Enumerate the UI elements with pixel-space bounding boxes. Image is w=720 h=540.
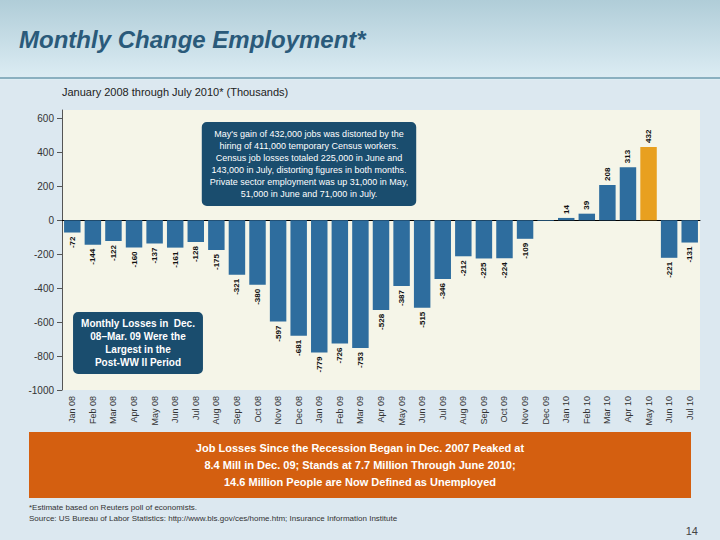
svg-text:432: 432 — [644, 129, 653, 143]
svg-text:Apr 08: Apr 08 — [129, 396, 139, 423]
svg-text:-224: -224 — [500, 262, 509, 279]
svg-text:Feb 09: Feb 09 — [335, 396, 345, 424]
svg-text:Aug 08: Aug 08 — [211, 396, 221, 425]
svg-text:-72: -72 — [68, 236, 77, 248]
svg-text:Census job losses totaled 225,: Census job losses totaled 225,000 in Jun… — [216, 153, 403, 163]
svg-text:Sep 08: Sep 08 — [232, 396, 242, 425]
svg-text:-144: -144 — [88, 248, 97, 265]
svg-text:14.6 Million People are Now De: 14.6 Million People are Now Defined as U… — [224, 476, 496, 488]
svg-text:Mar 08: Mar 08 — [108, 396, 118, 424]
svg-text:-212: -212 — [459, 260, 468, 277]
svg-text:600: 600 — [37, 113, 54, 124]
svg-text:Jan 08: Jan 08 — [67, 396, 77, 423]
svg-text:May 08: May 08 — [150, 396, 160, 426]
svg-text:Dec 09: Dec 09 — [541, 396, 551, 425]
svg-text:May 10: May 10 — [644, 396, 654, 426]
svg-text:39: 39 — [582, 200, 591, 209]
svg-text:-800: -800 — [34, 351, 54, 362]
svg-text:-753: -753 — [356, 352, 365, 369]
svg-text:Aug 09: Aug 09 — [458, 396, 468, 425]
svg-text:-380: -380 — [253, 288, 262, 305]
svg-text:400: 400 — [37, 147, 54, 158]
svg-text:*Estimate based on Reuters pol: *Estimate based on Reuters poll of econo… — [29, 503, 197, 512]
svg-text:Oct 09: Oct 09 — [499, 396, 509, 423]
svg-text:-175: -175 — [212, 253, 221, 270]
svg-text:14: 14 — [686, 525, 698, 537]
svg-text:313: 313 — [623, 149, 632, 163]
svg-text:-109: -109 — [521, 242, 530, 259]
svg-text:Jun 08: Jun 08 — [170, 396, 180, 423]
svg-text:Mar 10: Mar 10 — [602, 396, 612, 424]
svg-text:-137: -137 — [150, 247, 159, 264]
svg-text:Jul 08: Jul 08 — [191, 396, 201, 420]
svg-text:Private sector employment was: Private sector employment was up 31,000 … — [210, 177, 408, 187]
svg-text:Source: US Bureau of Labor Sta: Source: US Bureau of Labor Statistics: h… — [29, 514, 398, 523]
svg-text:-161: -161 — [171, 251, 180, 268]
svg-text:-600: -600 — [34, 317, 54, 328]
svg-text:-681: -681 — [294, 339, 303, 356]
svg-text:Sep 09: Sep 09 — [479, 396, 489, 425]
svg-text:-726: -726 — [335, 347, 344, 364]
svg-text:-225: -225 — [479, 262, 488, 279]
svg-text:-515: -515 — [418, 311, 427, 328]
svg-text:0: 0 — [48, 215, 54, 226]
svg-text:Nov 08: Nov 08 — [273, 396, 283, 425]
svg-text:-200: -200 — [34, 249, 54, 260]
svg-text:-160: -160 — [130, 251, 139, 268]
svg-text:-779: -779 — [315, 356, 324, 373]
svg-text:Oct 08: Oct 08 — [253, 396, 263, 423]
svg-text:08–Mar. 09 Were the: 08–Mar. 09 Were the — [90, 331, 186, 342]
svg-text:-321: -321 — [232, 278, 241, 295]
svg-text:Mar 09: Mar 09 — [355, 396, 365, 424]
svg-text:Nov 09: Nov 09 — [520, 396, 530, 425]
svg-text:-128: -128 — [191, 245, 200, 262]
svg-text:-221: -221 — [665, 261, 674, 278]
svg-text:Feb 08: Feb 08 — [88, 396, 98, 424]
svg-text:-387: -387 — [397, 289, 406, 306]
svg-text:Jul 09: Jul 09 — [438, 396, 448, 420]
svg-text:8.4 Mill in Dec. 09; Stands at: 8.4 Mill in Dec. 09; Stands at 7.7 Milli… — [204, 459, 515, 471]
svg-text:-597: -597 — [274, 325, 283, 342]
svg-text:January 2008 through July 2010: January 2008 through July 2010* (Thousan… — [62, 86, 288, 98]
svg-text:Monthly Change Employment*: Monthly Change Employment* — [19, 26, 367, 53]
svg-text:Feb 10: Feb 10 — [582, 396, 592, 424]
svg-text:Jan 10: Jan 10 — [561, 396, 571, 423]
svg-text:Jan 09: Jan 09 — [314, 396, 324, 423]
svg-text:Post-WW II Period: Post-WW II Period — [95, 357, 181, 368]
svg-text:Largest in the: Largest in the — [105, 344, 171, 355]
svg-text:Job Losses Since the Recession: Job Losses Since the Recession Began in … — [196, 442, 525, 454]
svg-text:208: 208 — [603, 167, 612, 181]
svg-text:-346: -346 — [438, 282, 447, 299]
svg-text:51,000 in June and 71,000 in J: 51,000 in June and 71,000 in July. — [241, 189, 377, 199]
svg-text:143,000 in July, distorting fi: 143,000 in July, distorting figures in b… — [212, 165, 407, 175]
svg-text:-1000: -1000 — [28, 385, 54, 396]
svg-text:-400: -400 — [34, 283, 54, 294]
svg-text:-122: -122 — [109, 244, 118, 261]
svg-text:200: 200 — [37, 181, 54, 192]
svg-text:hiring of 411,000 temporary Ce: hiring of 411,000 temporary Census worke… — [220, 141, 399, 151]
svg-text:Jul 10: Jul 10 — [685, 396, 695, 420]
svg-text:Dec 08: Dec 08 — [294, 396, 304, 425]
svg-text:Apr 09: Apr 09 — [376, 396, 386, 423]
svg-text:Jun 10: Jun 10 — [664, 396, 674, 423]
svg-text:Monthly Losses in Dec.: Monthly Losses in Dec. — [81, 318, 195, 329]
svg-text:May's gain of 432,000 jobs was: May's gain of 432,000 jobs was distorted… — [214, 129, 403, 139]
svg-text:May 09: May 09 — [397, 396, 407, 426]
svg-text:-528: -528 — [377, 313, 386, 330]
svg-text:-131: -131 — [685, 246, 694, 263]
svg-text:14: 14 — [562, 204, 571, 213]
svg-text:Jun 09: Jun 09 — [417, 396, 427, 423]
svg-text:Apr 10: Apr 10 — [623, 396, 633, 423]
